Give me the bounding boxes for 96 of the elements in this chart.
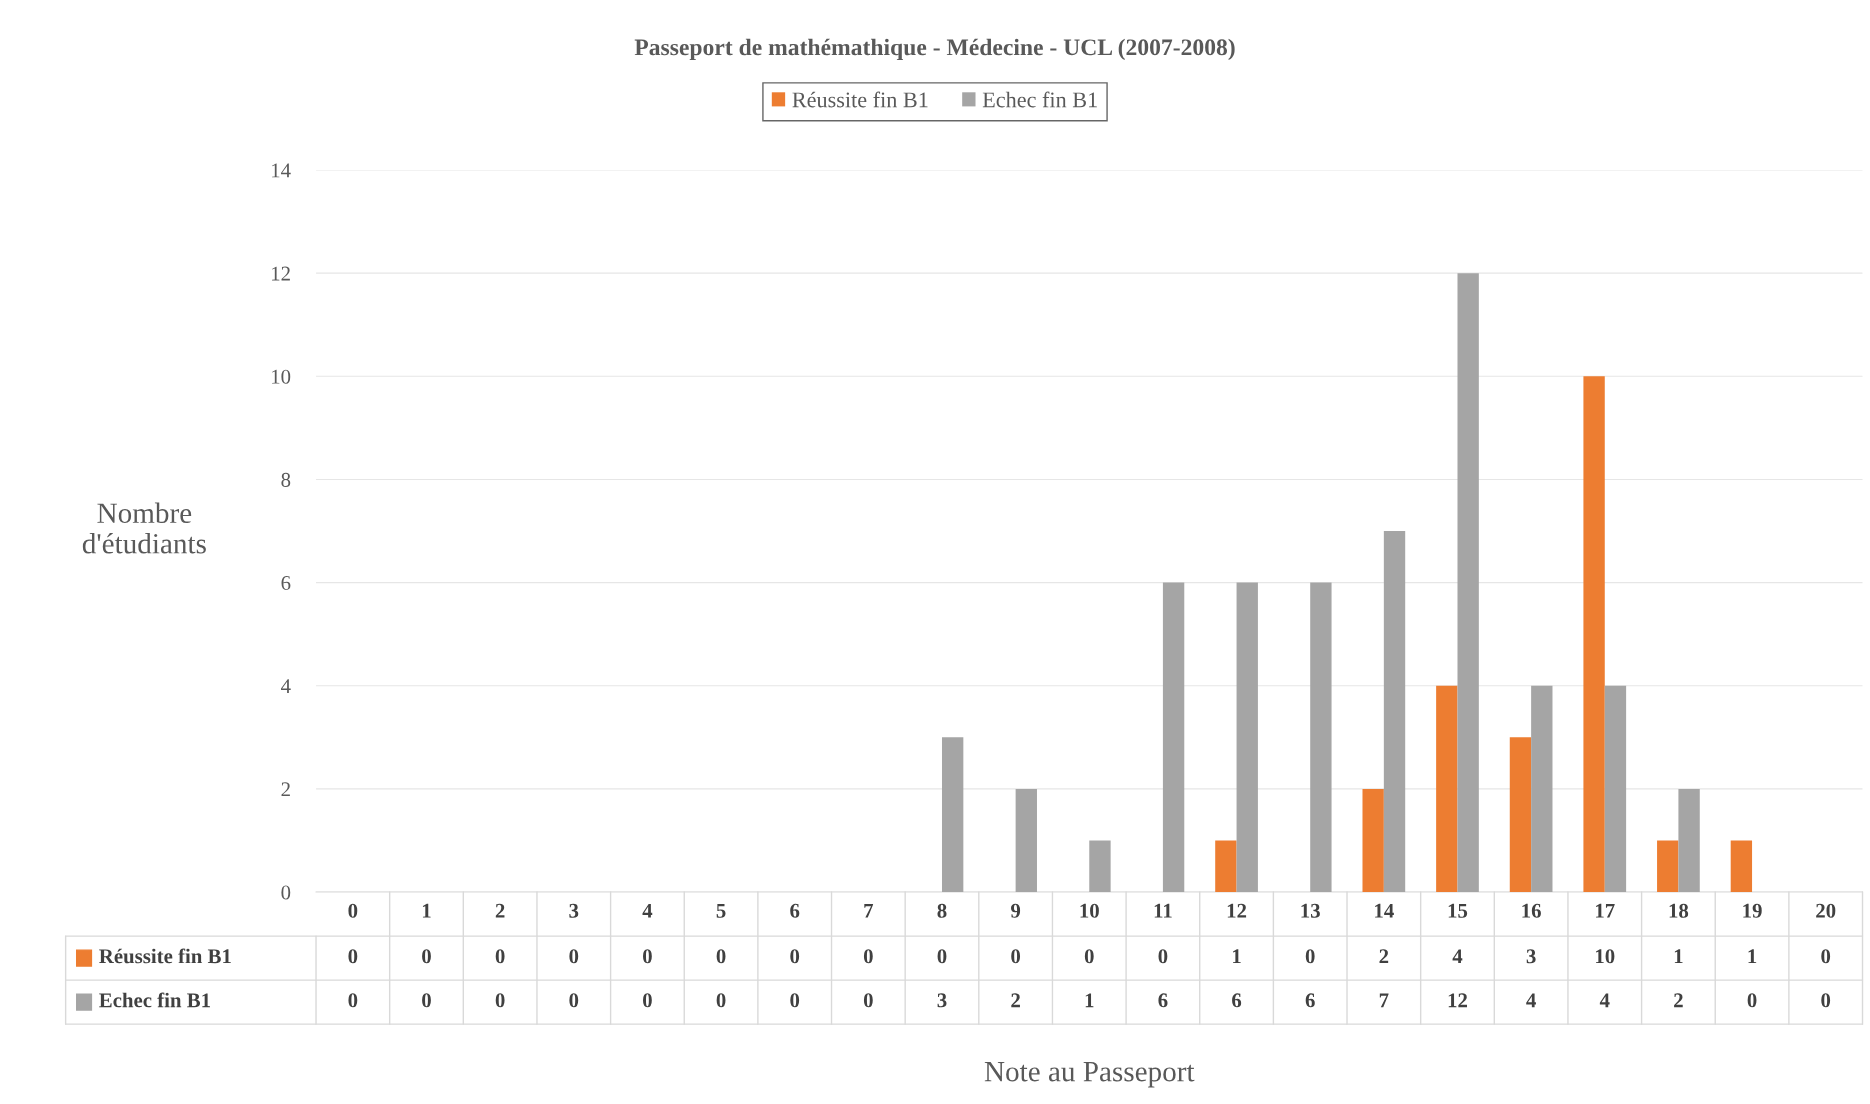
- bar: [1215, 840, 1237, 893]
- bar: [1678, 788, 1700, 893]
- data-label: 1: [1085, 993, 1094, 1008]
- data-label: 0: [1821, 993, 1831, 1008]
- x-tick-label: 7: [864, 903, 874, 918]
- x-tick-label: 5: [716, 903, 726, 918]
- legend-label: Réussite fin B1: [792, 91, 928, 108]
- data-label: 0: [495, 949, 505, 964]
- bar: [1162, 582, 1185, 893]
- y-tick-label: 8: [281, 472, 291, 487]
- x-tick-label: 2: [495, 903, 505, 918]
- data-label: 3: [937, 993, 947, 1008]
- bar: [941, 737, 964, 893]
- bar: [1015, 788, 1037, 893]
- data-label: 0: [348, 949, 358, 964]
- data-label: 0: [863, 949, 873, 964]
- bar: [1509, 737, 1532, 893]
- x-tick-label: 20: [1816, 903, 1836, 918]
- bar: [1310, 582, 1332, 893]
- x-tick-label: 1: [422, 903, 431, 918]
- data-label: 0: [1158, 949, 1168, 964]
- data-label: 3: [1526, 949, 1536, 964]
- bar: [1531, 685, 1553, 893]
- x-tick-label: 12: [1227, 903, 1247, 918]
- x-tick-label: 16: [1522, 903, 1541, 918]
- data-label: 0: [937, 949, 947, 964]
- data-label: 1: [1748, 949, 1757, 964]
- data-label: 1: [1233, 949, 1241, 964]
- x-tick-label: 4: [642, 903, 653, 918]
- data-label: 0: [716, 949, 726, 964]
- data-label: 0: [643, 993, 652, 1008]
- x-tick-label: 0: [348, 903, 358, 918]
- x-tick-label: 6: [790, 903, 800, 918]
- bar: [1730, 840, 1753, 893]
- data-label: 0: [863, 993, 873, 1008]
- x-tick-label: 10: [1080, 903, 1099, 918]
- data-label: 0: [1747, 993, 1757, 1008]
- data-label: 0: [569, 993, 579, 1008]
- data-label: 0: [1084, 949, 1094, 964]
- data-label: 10: [1596, 949, 1615, 964]
- legend-label: Echec fin B1: [982, 91, 1097, 108]
- x-tick-label: 17: [1596, 903, 1615, 918]
- x-tick-label: 14: [1375, 903, 1394, 918]
- data-label: 6: [1232, 993, 1242, 1008]
- bar: [1383, 531, 1406, 893]
- data-label: 0: [348, 993, 358, 1008]
- bar: [1362, 788, 1384, 893]
- y-tick-label: 10: [272, 369, 291, 384]
- y-tick-label: 14: [272, 163, 291, 178]
- bar: [1236, 582, 1258, 893]
- data-label: 6: [1158, 993, 1168, 1008]
- bar: [1089, 840, 1111, 893]
- bar: [1436, 685, 1458, 893]
- data-label: 1: [1674, 949, 1683, 964]
- x-tick-label: 8: [937, 903, 947, 918]
- data-label: 0: [716, 993, 726, 1008]
- data-label: 0: [569, 949, 579, 964]
- bar: [1604, 685, 1627, 893]
- y-axis-title: Nombre d'étudiants: [82, 502, 206, 554]
- data-label: 0: [422, 993, 431, 1008]
- x-tick-label: 15: [1448, 903, 1468, 918]
- text: Echec fin B1: [99, 992, 210, 1008]
- data-label: 4: [1599, 993, 1610, 1008]
- data-label: 4: [1452, 949, 1463, 964]
- data-label: 7: [1379, 993, 1389, 1008]
- data-label: 0: [1011, 949, 1021, 964]
- data-label: 2: [1011, 993, 1020, 1008]
- x-tick-label: 18: [1669, 903, 1689, 918]
- x-tick-label: 3: [569, 903, 579, 918]
- bar: [1657, 840, 1679, 893]
- y-tick-label: 2: [281, 782, 290, 797]
- bar: [1583, 376, 1605, 893]
- data-label: 0: [422, 949, 431, 964]
- data-label: 2: [1674, 993, 1683, 1008]
- x-tick-label: 11: [1154, 903, 1172, 918]
- data-label: 4: [1526, 993, 1536, 1008]
- bar: [1457, 273, 1479, 893]
- x-axis-title: Note au Passeport: [984, 1062, 1195, 1088]
- data-label: 0: [790, 993, 800, 1008]
- x-tick-label: 13: [1301, 903, 1320, 918]
- y-tick-label: 12: [272, 266, 290, 281]
- data-label: 0: [790, 949, 800, 964]
- y-tick-label: 6: [281, 576, 291, 591]
- data-label: 0: [1305, 949, 1315, 964]
- data-label: 0: [643, 949, 652, 964]
- data-label: 2: [1379, 949, 1389, 964]
- chart-title: Passeport de mathémathique - Médecine - UCL (2007-2008): [634, 38, 1235, 61]
- y-tick-label: 4: [281, 679, 291, 693]
- x-tick-label: 9: [1010, 903, 1021, 918]
- text: Réussite fin B1: [99, 948, 231, 964]
- y-tick-label: 0: [281, 885, 291, 900]
- data-label: 0: [1821, 949, 1831, 964]
- data-label: 0: [495, 993, 505, 1008]
- data-label: 6: [1305, 993, 1315, 1008]
- data-label: 12: [1448, 993, 1468, 1008]
- x-tick-label: 19: [1743, 903, 1762, 918]
